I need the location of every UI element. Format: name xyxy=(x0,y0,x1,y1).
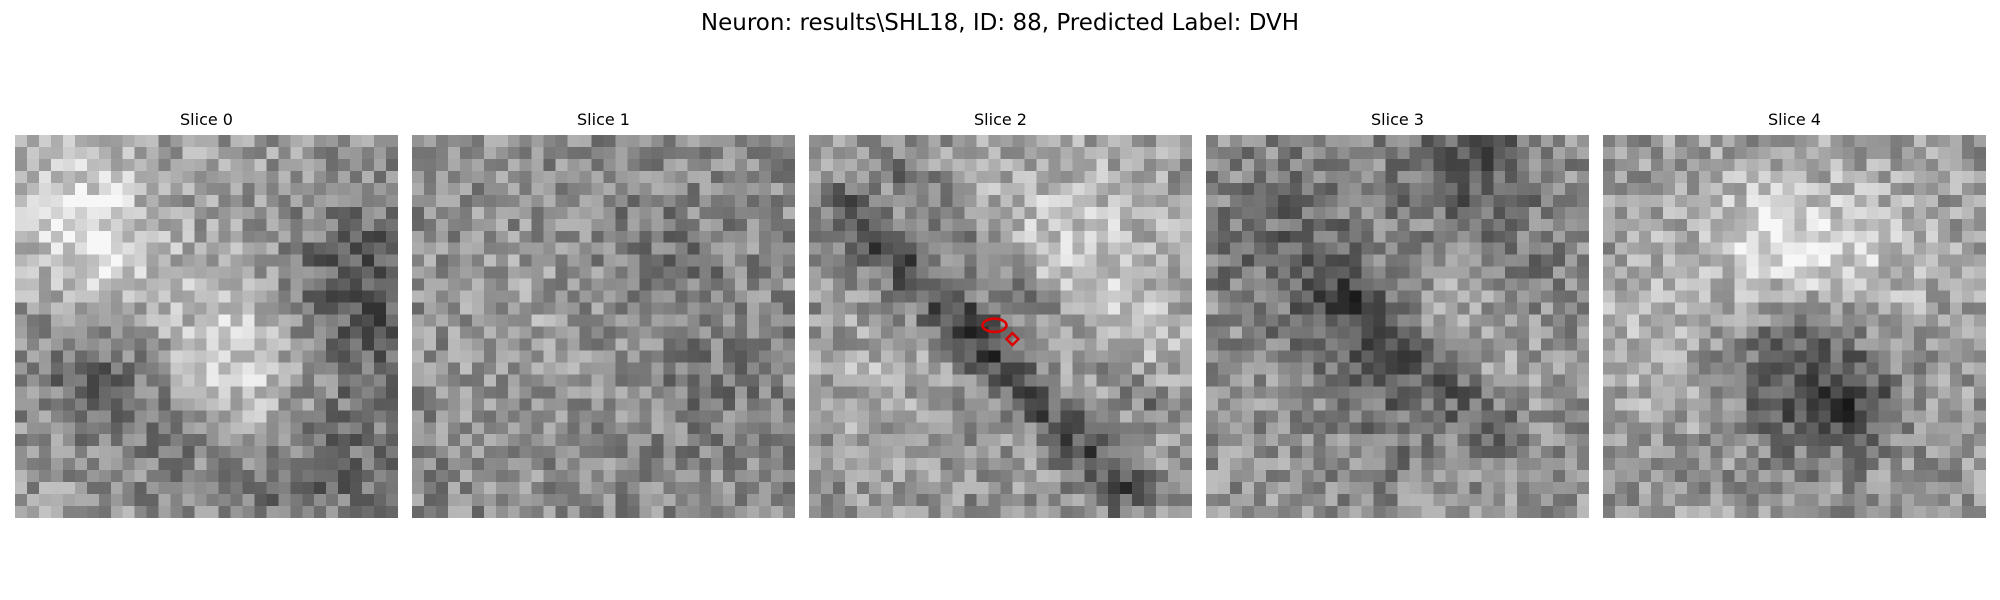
slice-panel: Slice 2 xyxy=(809,108,1192,518)
slice-panel: Slice 1 xyxy=(412,108,795,518)
contour-outline xyxy=(981,317,1008,334)
contour-outline xyxy=(1004,331,1021,347)
slice-title: Slice 0 xyxy=(180,110,233,129)
slice-title: Slice 4 xyxy=(1768,110,1821,129)
slice-title: Slice 1 xyxy=(577,110,630,129)
slice-image xyxy=(1206,135,1589,518)
slice-image xyxy=(412,135,795,518)
figure-title: Neuron: results\SHL18, ID: 88, Predicted… xyxy=(700,10,1300,36)
slice-title: Slice 2 xyxy=(974,110,1027,129)
slice-image xyxy=(809,135,1192,518)
slice-panel: Slice 3 xyxy=(1206,108,1589,518)
slice-panel: Slice 4 xyxy=(1603,108,1986,518)
slice-image xyxy=(15,135,398,518)
slice-panel: Slice 0 xyxy=(15,108,398,518)
slice-image xyxy=(1603,135,1986,518)
slice-title: Slice 3 xyxy=(1371,110,1424,129)
